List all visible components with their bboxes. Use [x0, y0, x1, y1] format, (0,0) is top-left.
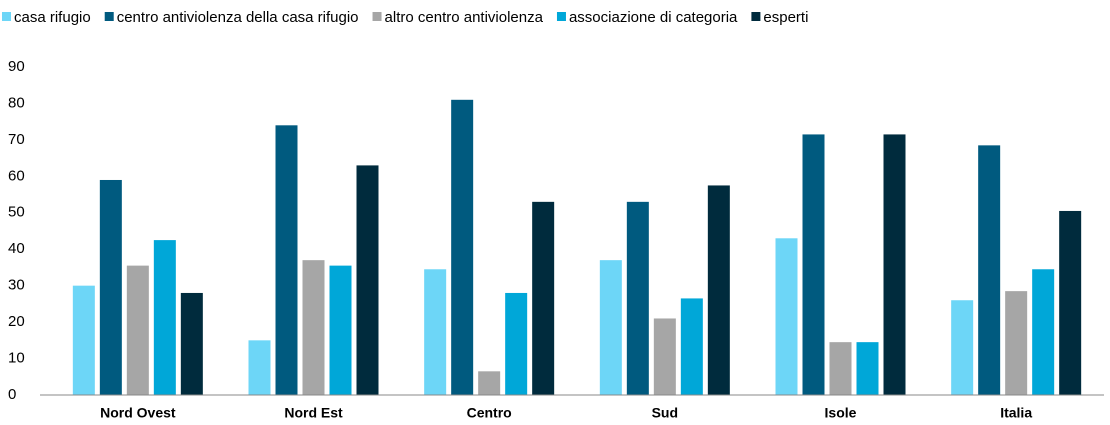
y-tick-label: 50 [8, 204, 25, 221]
bar [856, 342, 879, 395]
bar [275, 125, 298, 396]
bar [424, 269, 447, 395]
bar [707, 185, 730, 395]
legend-label: altro centro antiviolenza [385, 9, 544, 26]
bar [451, 99, 474, 396]
bar [978, 145, 1001, 395]
y-tick-label: 90 [8, 58, 25, 75]
legend-swatch [2, 12, 11, 21]
x-tick-label: Italia [1000, 405, 1032, 421]
legend-label: centro antiviolenza della casa rifugio [117, 9, 359, 26]
y-tick-label: 20 [8, 313, 25, 330]
bar [1059, 210, 1082, 395]
y-tick-label: 30 [8, 277, 25, 294]
bar [775, 238, 798, 395]
bar [329, 265, 352, 395]
bar [829, 342, 852, 395]
bar [505, 292, 528, 395]
bar [478, 371, 501, 395]
bar [532, 201, 555, 395]
y-tick-label: 70 [8, 131, 25, 148]
bar [599, 260, 622, 395]
y-tick-label: 80 [8, 94, 25, 111]
bar [72, 285, 95, 395]
bar [180, 292, 203, 395]
bar [653, 318, 676, 395]
bar [802, 134, 825, 395]
x-tick-label: Isole [825, 405, 857, 421]
y-tick-label: 60 [8, 167, 25, 184]
legend-label: associazione di categoria [569, 9, 738, 26]
bar [126, 265, 149, 395]
y-tick-label: 0 [8, 386, 16, 403]
bar [951, 300, 974, 395]
legend-swatch [372, 12, 382, 21]
bar [883, 134, 906, 395]
legend-swatch [751, 12, 761, 21]
bar [680, 298, 703, 395]
x-tick-label: Sud [652, 405, 678, 421]
legend-label: casa rifugio [14, 9, 91, 26]
bar [626, 201, 649, 395]
x-tick-label: Centro [467, 405, 512, 421]
bar [1032, 269, 1055, 395]
bar [1005, 291, 1028, 395]
legend-label: esperti [763, 9, 808, 26]
y-tick-label: 10 [8, 350, 25, 367]
bar [302, 260, 325, 395]
legend-swatch [556, 12, 566, 21]
bar [248, 340, 271, 395]
legend-swatch [104, 12, 114, 21]
bar [153, 240, 176, 395]
bar [356, 165, 379, 395]
x-tick-label: Nord Est [284, 405, 343, 421]
bar [99, 179, 122, 395]
y-tick-label: 40 [8, 240, 25, 257]
x-tick-label: Nord Ovest [100, 405, 176, 421]
